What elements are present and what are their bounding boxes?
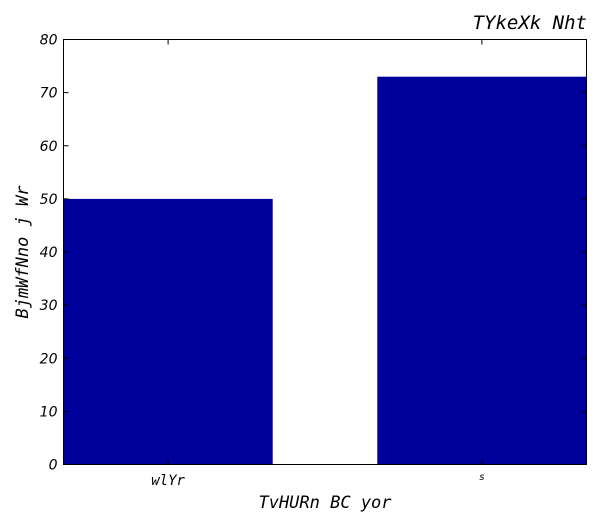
x-tick-label-s: s: [479, 472, 485, 483]
y-tick-label-30: 30: [40, 298, 58, 314]
y-tick-label-40: 40: [40, 245, 58, 261]
y-tick-label-10: 10: [40, 404, 58, 420]
x-axis-ticks: wlYr s: [151, 39, 485, 489]
x-axis-label: TvHURn BC yor: [258, 493, 392, 513]
chart-title: TYkeXk Nht: [473, 12, 587, 34]
x-tick-label-wlYr: wlYr: [151, 473, 185, 489]
y-tick-label-70: 70: [40, 86, 58, 102]
bar-s: [377, 76, 587, 465]
bars-group: [63, 76, 587, 465]
y-tick-label-20: 20: [40, 351, 58, 367]
y-axis-ticks: 0 10 20 30 40 50 60 70 80: [40, 33, 587, 474]
y-axis-label: BjmWfNno j Wr: [13, 185, 33, 319]
y-tick-label-0: 0: [49, 458, 58, 474]
bar-wlYr: [63, 198, 273, 465]
y-tick-label-50: 50: [40, 192, 58, 208]
y-tick-label-80: 80: [40, 33, 58, 49]
y-tick-label-60: 60: [40, 139, 58, 155]
